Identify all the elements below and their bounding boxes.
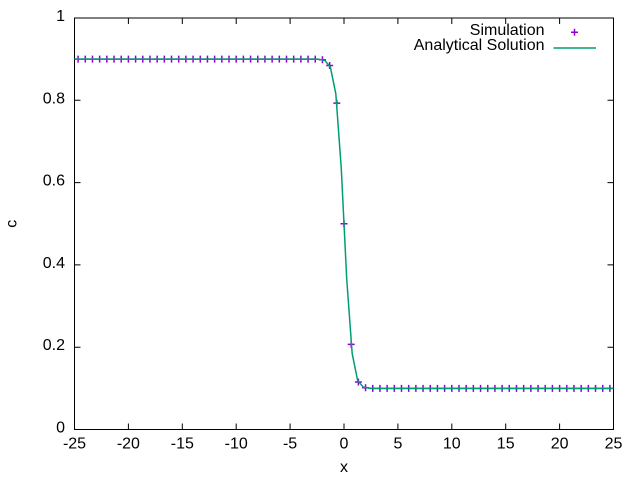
svg-text:-25: -25 — [63, 435, 86, 452]
svg-text:0: 0 — [56, 420, 65, 437]
svg-text:10: 10 — [443, 435, 461, 452]
svg-text:0: 0 — [340, 435, 349, 452]
svg-text:0.2: 0.2 — [43, 337, 65, 354]
svg-text:-5: -5 — [283, 435, 297, 452]
svg-text:-10: -10 — [225, 435, 248, 452]
svg-text:0.6: 0.6 — [43, 173, 65, 190]
svg-text:x: x — [340, 459, 348, 476]
svg-text:-15: -15 — [171, 435, 194, 452]
svg-text:Simulation: Simulation — [470, 22, 545, 39]
svg-text:-20: -20 — [117, 435, 140, 452]
svg-text:0.4: 0.4 — [43, 255, 65, 272]
svg-text:20: 20 — [551, 435, 569, 452]
svg-text:0.8: 0.8 — [43, 90, 65, 107]
svg-text:15: 15 — [497, 435, 515, 452]
svg-text:c: c — [3, 220, 20, 228]
svg-text:Analytical Solution: Analytical Solution — [414, 37, 545, 54]
svg-text:25: 25 — [605, 435, 623, 452]
svg-text:1: 1 — [56, 8, 65, 25]
svg-text:5: 5 — [393, 435, 402, 452]
